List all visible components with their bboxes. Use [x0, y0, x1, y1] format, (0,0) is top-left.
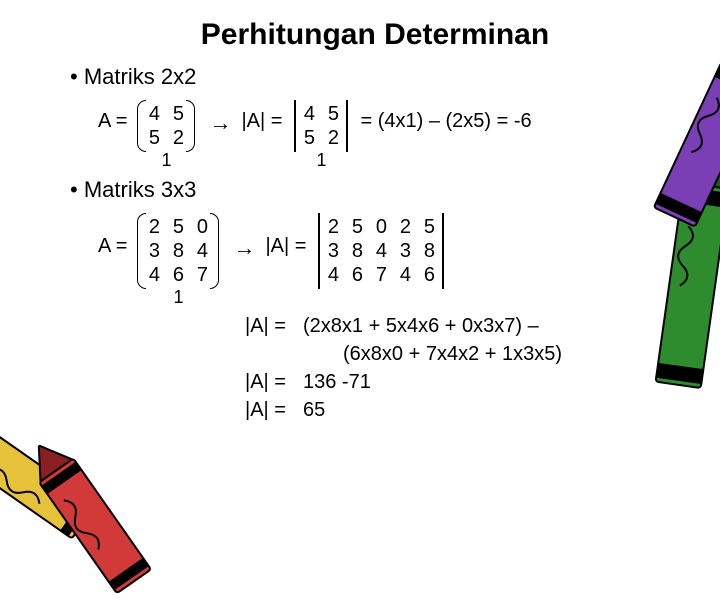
deta-label-3x3: |A| =: [265, 213, 306, 258]
result-2x2: = (4x1) – (2x5) = -6: [360, 100, 531, 133]
a-equals-2x2: A =: [98, 100, 127, 133]
matrix-a-2x2: 45 52 1: [133, 100, 199, 171]
row-2x2: A = 45 52 1 → |A| = 45 52 1 = (4x1) – (2…: [98, 100, 680, 171]
arrow-icon: →: [223, 213, 265, 261]
slide-title: Perhitungan Determinan: [70, 18, 680, 52]
arrow-icon: →: [199, 100, 241, 136]
det-expansion-3x3: 25025 38438 46746: [312, 213, 450, 289]
deta-label-2x2: |A| =: [241, 100, 282, 133]
a-equals-3x3: A =: [98, 213, 127, 258]
calc-lines: |A| =(2x8x1 + 5x4x6 + 0x3x7) – (6x8x0 + …: [245, 312, 680, 424]
row-3x3: A = 250 384 467 1 → |A| = 25025 38438 46…: [98, 213, 680, 308]
det-matrix-2x2: 45 52 1: [288, 100, 354, 171]
heading-3x3: Matriks 3x3: [70, 177, 680, 203]
matrix-a-3x3: 250 384 467 1: [133, 213, 223, 308]
heading-2x2: Matriks 2x2: [70, 64, 680, 90]
